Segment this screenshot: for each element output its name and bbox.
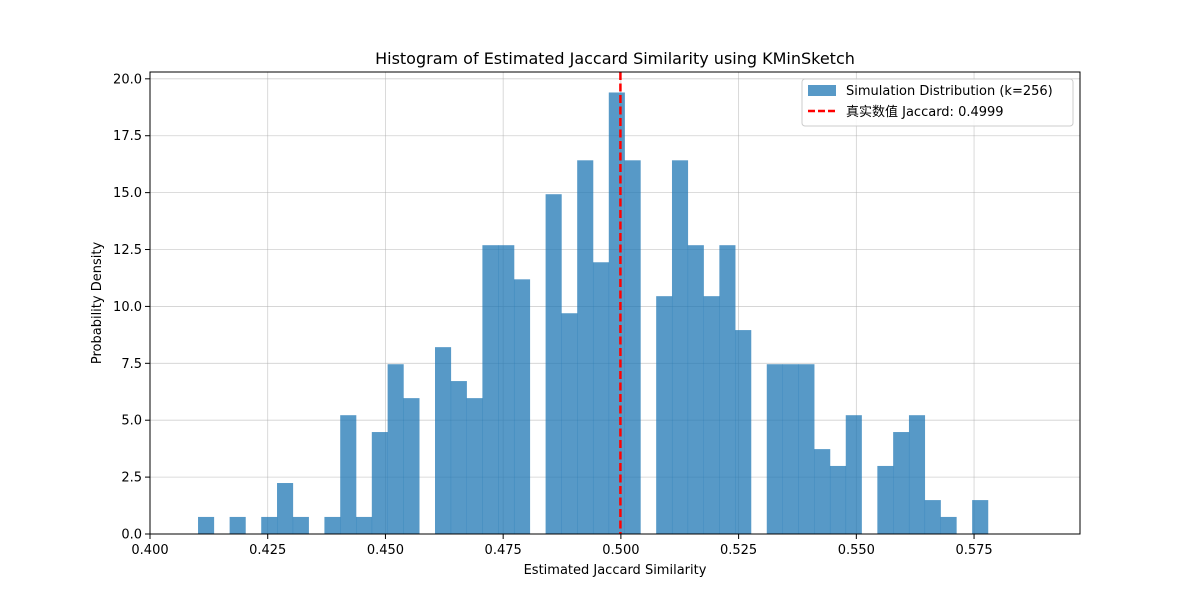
y-tick-label: 0.0: [121, 528, 142, 543]
legend-label-simulation: Simulation Distribution (k=256): [846, 84, 1053, 99]
histogram-bar: [292, 516, 309, 534]
histogram-bar: [845, 415, 862, 534]
histogram-bar: [371, 432, 388, 534]
histogram-bar: [893, 432, 910, 534]
x-axis-ticks: 0.400 0.425 0.450 0.475 0.500 0.525 0.550 0.575: [131, 534, 993, 558]
y-tick-label: 17.5: [113, 129, 142, 144]
histogram-bar: [482, 245, 499, 534]
y-tick-label: 10.0: [113, 300, 142, 315]
histogram-bar: [972, 500, 989, 534]
legend-swatch-simulation: [808, 85, 836, 96]
x-axis-label: Estimated Jaccard Similarity: [524, 563, 707, 578]
histogram-bar: [324, 516, 341, 534]
histogram-bar: [735, 330, 752, 534]
legend-label-reference: 真实数值 Jaccard: 0.4999: [846, 104, 1004, 120]
histogram-bar: [782, 364, 799, 534]
plot-frame: [149, 71, 1081, 535]
y-tick-label: 7.5: [121, 357, 142, 372]
histogram-bar: [403, 398, 420, 534]
histogram-bar: [703, 296, 720, 534]
y-tick-label: 12.5: [113, 243, 142, 258]
histogram-bar: [798, 364, 815, 534]
histogram-bar: [829, 465, 847, 534]
histogram-bar: [198, 516, 215, 534]
histogram-bar: [908, 415, 926, 534]
histogram-bar: [608, 92, 625, 534]
histogram-bar: [561, 313, 578, 534]
legend: Simulation Distribution (k=256) 真实数值 Jac…: [801, 78, 1074, 127]
histogram-bars: [198, 92, 989, 534]
histogram-bar: [671, 160, 689, 534]
histogram-bar: [577, 160, 594, 534]
histogram-bar: [877, 465, 894, 534]
x-tick-label: 0.575: [955, 543, 992, 558]
histogram-bar: [656, 296, 673, 534]
x-tick-label: 0.550: [838, 543, 875, 558]
histogram-bar: [387, 364, 404, 534]
histogram-bar: [814, 449, 831, 534]
x-tick-label: 0.450: [367, 543, 404, 558]
y-tick-label: 20.0: [113, 72, 142, 87]
histogram-bar: [624, 160, 641, 534]
x-tick-label: 0.525: [720, 543, 757, 558]
histogram-bar: [261, 516, 278, 534]
histogram-bar: [924, 500, 941, 534]
legend-box: [801, 78, 1074, 127]
x-tick-label: 0.425: [249, 543, 286, 558]
histogram-bar: [229, 516, 246, 534]
histogram-bar: [719, 245, 736, 534]
histogram-bar: [545, 194, 562, 534]
histogram-bar: [498, 245, 515, 534]
chart-title: Histogram of Estimated Jaccard Similarit…: [375, 49, 855, 68]
x-tick-label: 0.500: [602, 543, 639, 558]
histogram-bar: [277, 483, 294, 534]
histogram-bar: [766, 364, 783, 534]
histogram-bar: [513, 279, 531, 534]
y-axis-label: Probability Density: [90, 242, 105, 365]
y-axis-ticks: 0.0 2.5 5.0 7.5 10.0 12.5 15.0 17.5 20.0: [113, 72, 150, 543]
y-tick-label: 2.5: [121, 471, 142, 486]
y-tick-label: 15.0: [113, 186, 142, 201]
x-tick-label: 0.400: [131, 543, 168, 558]
x-tick-label: 0.475: [485, 543, 522, 558]
histogram-bar: [356, 516, 373, 534]
histogram-bar: [435, 347, 452, 534]
histogram-bar: [592, 262, 610, 534]
y-tick-label: 5.0: [121, 414, 142, 429]
histogram-bar: [687, 245, 704, 534]
histogram-bar: [940, 516, 957, 534]
histogram-bar: [466, 398, 483, 534]
histogram-bar: [340, 415, 357, 534]
histogram-bar: [450, 381, 467, 534]
